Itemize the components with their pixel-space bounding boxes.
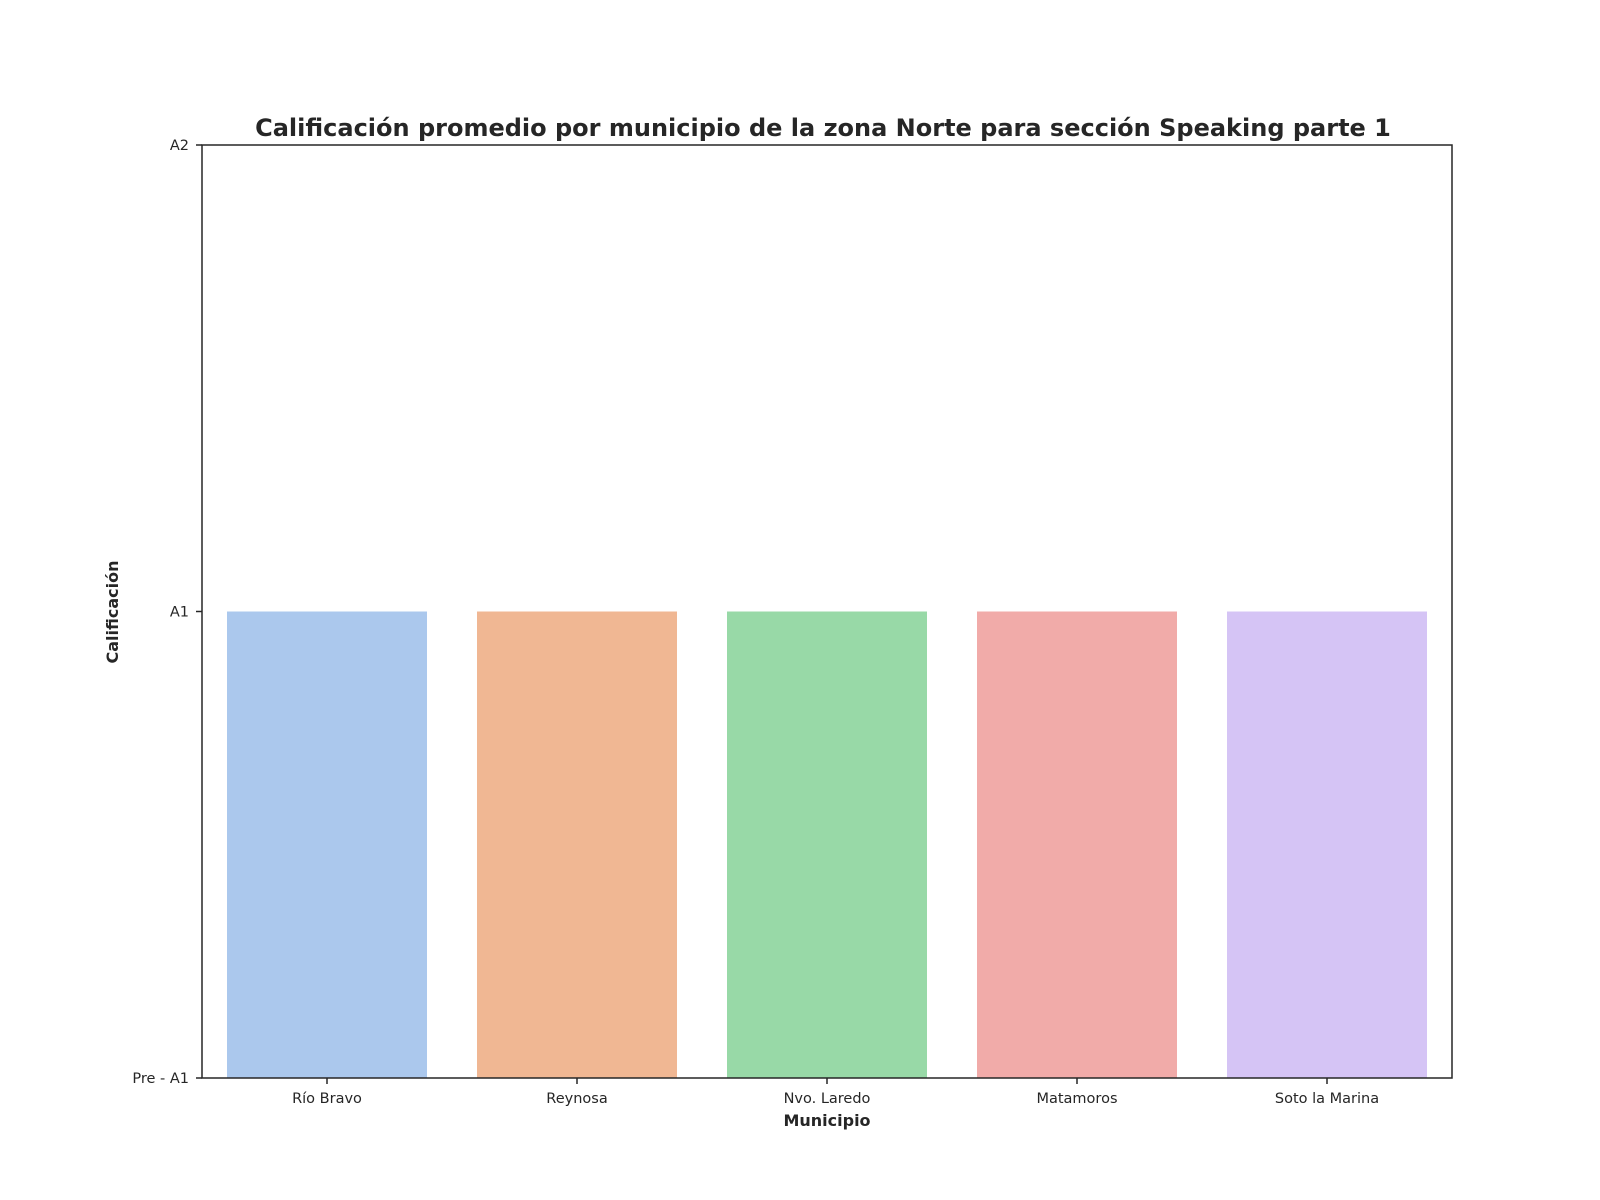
- bar-4: [1227, 611, 1427, 1078]
- x-tick-label-0: Río Bravo: [292, 1091, 362, 1107]
- chart-title: Calificación promedio por municipio de l…: [255, 114, 1391, 142]
- bar-3: [977, 611, 1177, 1078]
- y-axis-label: Calificación: [103, 561, 122, 664]
- x-tick-label-4: Soto la Marina: [1275, 1091, 1379, 1107]
- y-tick-label-0: Pre - A1: [132, 1071, 189, 1087]
- y-tick-label-2: A2: [170, 138, 189, 154]
- bar-1: [477, 611, 677, 1078]
- x-tick-label-2: Nvo. Laredo: [784, 1091, 871, 1107]
- bars-group: [227, 611, 1427, 1078]
- x-tick-label-3: Matamoros: [1036, 1091, 1117, 1107]
- x-axis-label: Municipio: [783, 1111, 870, 1130]
- y-tick-label-1: A1: [170, 605, 189, 621]
- x-axis-ticks: Río Bravo Reynosa Nvo. Laredo Matamoros Soto…: [292, 1078, 1379, 1107]
- bar-2: [727, 611, 927, 1078]
- x-tick-label-1: Reynosa: [546, 1091, 607, 1107]
- bar-0: [227, 611, 427, 1078]
- y-axis-ticks: Pre - A1 A1 A2: [132, 138, 202, 1087]
- plot-frame: [201, 144, 1453, 1079]
